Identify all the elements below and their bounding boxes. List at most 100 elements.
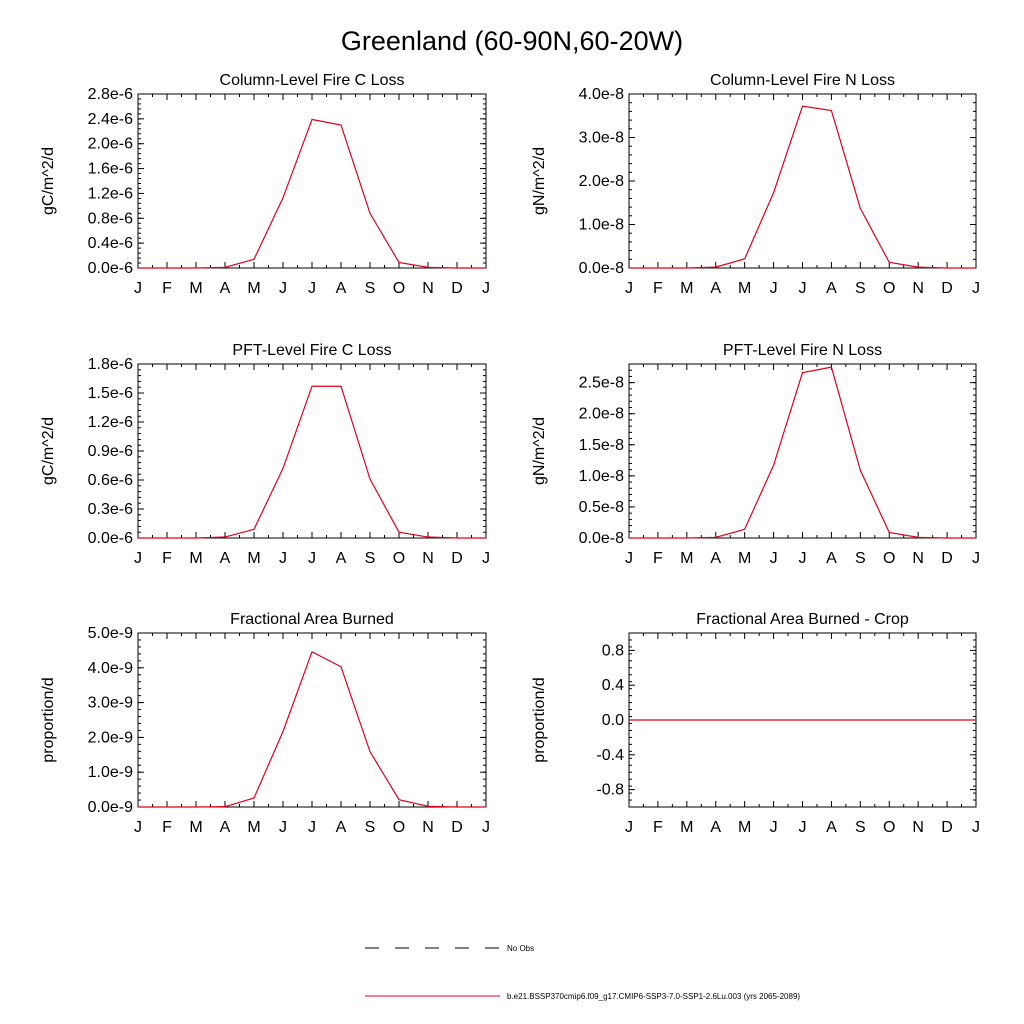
x-tick-label: N: [912, 280, 924, 297]
y-tick-label: 0.0: [602, 712, 624, 729]
x-tick-label: N: [912, 819, 924, 836]
plot-frame: [628, 363, 977, 539]
x-tick-label: F: [653, 280, 663, 297]
x-tick-label: M: [738, 819, 751, 836]
y-tick-label: 3.0e-9: [88, 695, 133, 712]
series-line-1: [629, 105, 976, 269]
y-tick-label: 3.0e-8: [579, 130, 624, 147]
plot-frame: [137, 363, 487, 539]
x-tick-label: J: [134, 550, 142, 567]
x-tick-label: J: [482, 550, 490, 567]
y-tick-label: 0.0e-6: [88, 530, 133, 547]
y-tick-label: 0.8: [602, 642, 624, 659]
x-tick-label: J: [308, 550, 316, 567]
x-tick-label: N: [912, 550, 924, 567]
x-tick-label: F: [653, 550, 663, 567]
x-tick-label: S: [365, 280, 376, 297]
x-tick-label: M: [247, 550, 260, 567]
y-tick-label: 2.5e-8: [579, 375, 624, 392]
x-tick-label: N: [422, 819, 434, 836]
x-tick-label: N: [422, 280, 434, 297]
x-tick-label: M: [247, 280, 260, 297]
x-tick-label: D: [941, 819, 953, 836]
series-line-1: [629, 366, 976, 539]
y-tick-label: 0.4e-6: [88, 235, 133, 252]
y-tick-label: 1.2e-6: [88, 414, 133, 431]
x-tick-label: O: [883, 280, 895, 297]
x-tick-label: F: [162, 819, 172, 836]
y-tick-label: 0.3e-6: [88, 501, 133, 518]
series-line-1: [138, 385, 486, 539]
legend: No Obs b.e21.BSSP370cmip6.f09_g17.CMIP6-…: [365, 944, 800, 1001]
y-tick-label: 2.0e-8: [579, 406, 624, 423]
y-tick-label: 1.0e-9: [88, 764, 133, 781]
x-tick-label: A: [220, 819, 231, 836]
y-tick-label: 0.0e-6: [88, 260, 133, 277]
y-axis-label: proportion/d: [40, 677, 57, 762]
x-tick-label: M: [247, 819, 260, 836]
y-tick-label: 0.6e-6: [88, 472, 133, 489]
panel-title: Fractional Area Burned - Crop: [696, 611, 909, 628]
x-tick-label: J: [279, 550, 287, 567]
y-tick-label: 0.0e-8: [579, 530, 624, 547]
x-tick-label: J: [134, 280, 142, 297]
x-tick-label: A: [826, 280, 837, 297]
x-tick-label: J: [134, 819, 142, 836]
x-tick-label: O: [393, 819, 405, 836]
x-tick-label: O: [393, 550, 405, 567]
series-line-1: [138, 118, 486, 269]
y-tick-label: 0.4: [602, 677, 624, 694]
x-tick-label: S: [365, 819, 376, 836]
x-tick-label: F: [162, 550, 172, 567]
x-tick-label: A: [826, 550, 837, 567]
x-tick-label: D: [941, 550, 953, 567]
x-tick-label: S: [855, 819, 866, 836]
x-tick-label: J: [799, 819, 807, 836]
x-tick-label: M: [738, 550, 751, 567]
y-tick-label: 4.0e-8: [579, 86, 624, 103]
x-tick-label: J: [972, 819, 980, 836]
panel-title: PFT-Level Fire C Loss: [232, 342, 391, 359]
x-tick-label: D: [451, 550, 463, 567]
y-axis-label: gN/m^2/d: [531, 147, 548, 215]
y-axis-label: proportion/d: [531, 677, 548, 762]
panel-title: PFT-Level Fire N Loss: [723, 342, 882, 359]
x-tick-label: J: [625, 550, 633, 567]
series-line-1: [138, 650, 486, 808]
x-tick-label: J: [625, 280, 633, 297]
y-tick-label: -0.4: [596, 747, 624, 764]
y-axis-label: gN/m^2/d: [531, 417, 548, 485]
x-tick-label: M: [680, 819, 693, 836]
y-tick-label: 2.0e-6: [88, 136, 133, 153]
x-tick-label: J: [279, 280, 287, 297]
figure-title: Greenland (60-90N,60-20W): [341, 26, 683, 56]
x-tick-label: J: [770, 819, 778, 836]
y-tick-label: 4.0e-9: [88, 660, 133, 677]
x-tick-label: N: [422, 550, 434, 567]
y-axis-label: gC/m^2/d: [40, 417, 57, 485]
y-tick-label: 1.2e-6: [88, 185, 133, 202]
x-tick-label: J: [482, 819, 490, 836]
y-tick-label: 5.0e-9: [88, 625, 133, 642]
plot-frame: [628, 93, 977, 269]
y-tick-label: 0.9e-6: [88, 443, 133, 460]
x-tick-label: J: [482, 280, 490, 297]
x-tick-label: S: [855, 280, 866, 297]
x-tick-label: D: [451, 280, 463, 297]
x-tick-label: J: [770, 550, 778, 567]
x-tick-label: A: [826, 819, 837, 836]
panel-title: Column-Level Fire C Loss: [220, 72, 405, 89]
legend-no-obs-label: No Obs: [507, 944, 534, 953]
x-tick-label: J: [308, 819, 316, 836]
y-tick-label: 2.0e-8: [579, 173, 624, 190]
x-tick-label: J: [799, 280, 807, 297]
x-tick-label: J: [625, 819, 633, 836]
panel-title: Column-Level Fire N Loss: [710, 72, 895, 89]
x-tick-label: S: [365, 550, 376, 567]
y-tick-label: 1.5e-8: [579, 437, 624, 454]
